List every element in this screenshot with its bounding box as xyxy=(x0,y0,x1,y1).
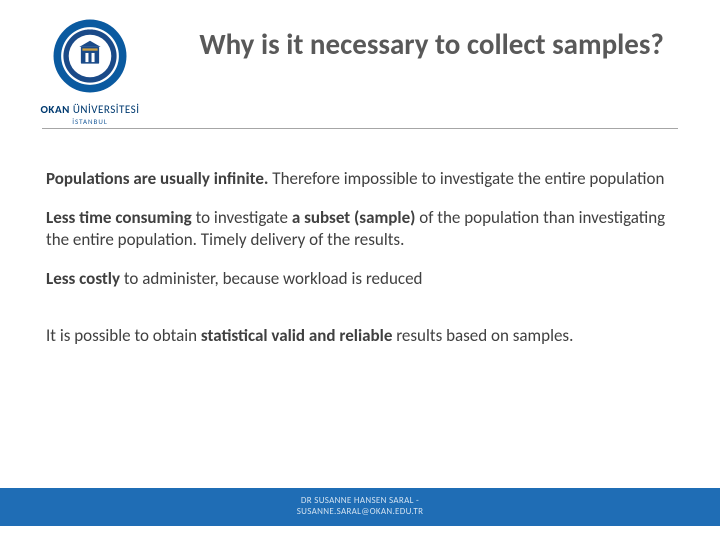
bullet-1-text: Therefore impossible to investigate the … xyxy=(272,168,664,189)
logo-text: OKAN ÜNİVERSİTESİ xyxy=(30,103,150,116)
title-underline xyxy=(42,128,678,129)
svg-text:· · ·: · · · xyxy=(85,26,94,33)
university-logo: · · · OKAN ÜNİVERSİTESİ İSTANBUL xyxy=(30,18,150,126)
bullet-2: Less time consuming to investigate a sub… xyxy=(46,207,670,250)
footer-line1: DR SUSANNE HANSEN SARAL - xyxy=(301,495,419,506)
logo-name-rest: ÜNİVERSİTESİ xyxy=(70,103,140,116)
footer-text: DR SUSANNE HANSEN SARAL - SUSANNE.SARAL@… xyxy=(297,496,424,518)
bullet-1: Populations are usually infinite. Theref… xyxy=(46,168,670,189)
bullet-1-bold: Populations are usually infinite. xyxy=(46,168,272,189)
footer-line2: SUSANNE.SARAL@OKAN.EDU.TR xyxy=(297,506,424,517)
bullet-3-bold: Less costly xyxy=(46,268,124,289)
logo-name-bold: OKAN xyxy=(40,103,69,116)
bullet-4-text1: It is possible to obtain xyxy=(46,325,201,346)
bullet-3-text: to administer, because workload is reduc… xyxy=(124,268,423,289)
slide-title: Why is it necessary to collect samples? xyxy=(160,28,680,61)
bullet-4-text2: results based on samples. xyxy=(396,325,573,346)
bullet-3: Less costly to administer, because workl… xyxy=(46,268,670,289)
footer-bar: DR SUSANNE HANSEN SARAL - SUSANNE.SARAL@… xyxy=(0,488,720,526)
slide-body: Populations are usually infinite. Theref… xyxy=(46,168,670,364)
bullet-2-text1: to investigate xyxy=(196,207,292,228)
bullet-2-bold1: Less time consuming xyxy=(46,207,196,228)
logo-subtext: İSTANBUL xyxy=(30,117,150,126)
logo-seal-icon: · · · xyxy=(52,18,128,94)
bullet-4: It is possible to obtain statistical val… xyxy=(46,325,670,346)
bullet-2-bold2: a subset (sample) xyxy=(292,207,419,228)
bullet-4-bold: statistical valid and reliable xyxy=(201,325,396,346)
